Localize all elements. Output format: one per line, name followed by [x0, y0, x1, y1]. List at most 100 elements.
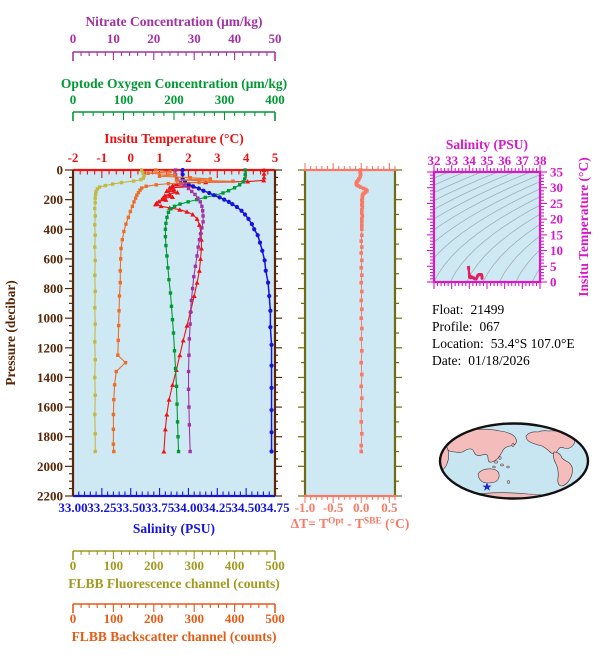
data-point	[136, 190, 141, 195]
temperature-tick-label: 4	[243, 150, 250, 165]
data-point	[360, 194, 365, 198]
data-point	[111, 427, 116, 432]
pressure-tick-label: 1000	[37, 311, 63, 326]
isopycnal-line	[434, 181, 540, 243]
isopycnal-line	[515, 249, 540, 282]
tick-label: 300	[184, 611, 204, 626]
data-point	[161, 449, 167, 454]
data-point	[164, 412, 170, 417]
data-point	[360, 220, 364, 224]
data-point	[261, 167, 267, 172]
data-point	[175, 420, 180, 424]
pressure-tick-label: 400	[44, 222, 64, 237]
data-point	[200, 226, 204, 230]
data-point	[118, 280, 122, 285]
isopycnal-line	[434, 172, 532, 220]
data-point	[203, 195, 208, 200]
data-point	[130, 204, 135, 209]
data-point	[360, 326, 364, 331]
data-point	[359, 266, 364, 270]
data-point	[198, 256, 204, 261]
data-point	[187, 405, 191, 409]
float-info-row: Profile: 067	[432, 318, 575, 335]
tick-label: 10	[107, 31, 120, 46]
island	[499, 463, 505, 467]
tick-label: 100	[104, 611, 124, 626]
data-point	[110, 182, 115, 186]
data-point	[153, 201, 159, 207]
tick-label: 300	[215, 92, 235, 107]
data-point	[269, 363, 274, 368]
data-point	[166, 210, 171, 214]
data-point	[165, 254, 169, 258]
data-point	[184, 209, 190, 214]
data-point	[359, 316, 364, 320]
data-point	[93, 200, 97, 205]
data-point	[186, 200, 190, 204]
data-point	[174, 178, 179, 182]
data-point	[359, 360, 364, 365]
fluorescence-axis-title: FLBB Fluorescence channel (counts)	[68, 576, 280, 591]
profile-label: Profile:	[432, 319, 473, 334]
data-point	[93, 223, 97, 227]
data-point	[360, 372, 364, 377]
data-point	[180, 172, 185, 177]
data-point	[358, 174, 362, 179]
data-point	[176, 449, 181, 454]
data-point	[119, 246, 123, 251]
data-point	[144, 184, 148, 188]
data-point	[265, 280, 271, 285]
data-point	[103, 183, 108, 188]
data-point	[172, 204, 177, 209]
data-point	[360, 200, 365, 205]
isopycnal-line	[434, 172, 483, 194]
data-point	[187, 353, 191, 357]
data-point	[184, 323, 190, 328]
data-point	[243, 177, 247, 181]
data-point	[360, 198, 364, 203]
float-label: Float:	[432, 302, 464, 317]
delta-t-label-pre: ΔT= T	[291, 516, 328, 531]
data-point	[195, 254, 199, 258]
salinity-tick-label: 33.75	[145, 500, 175, 515]
continent-south-america	[553, 451, 573, 487]
delta-t-label-sup1: Opt	[328, 517, 345, 527]
ts-temperature-tick-label: 10	[550, 243, 563, 258]
data-point	[263, 268, 268, 273]
isopycnal-line	[434, 188, 540, 259]
series-fluorescence	[93, 168, 146, 454]
salinity-tick-label: 33.50	[116, 500, 145, 515]
data-point	[359, 251, 364, 255]
data-point	[359, 280, 364, 285]
data-point	[93, 432, 97, 436]
plot-border	[432, 170, 542, 284]
data-point	[475, 277, 478, 280]
series-temperature	[153, 167, 267, 454]
tick-label: 100	[104, 558, 124, 573]
data-point	[188, 449, 192, 454]
data-point	[93, 306, 97, 310]
location-star-marker	[482, 482, 492, 491]
data-point	[194, 280, 200, 285]
data-point	[269, 449, 274, 454]
data-point	[359, 298, 364, 303]
continent-eurasia	[445, 428, 517, 463]
data-point	[174, 181, 180, 187]
data-point	[359, 449, 364, 454]
data-point	[162, 193, 168, 198]
data-point	[178, 180, 183, 185]
float-info-row: Location: 53.4°S 107.0°E	[432, 335, 575, 352]
data-point	[173, 366, 178, 371]
data-point	[168, 291, 173, 295]
data-point	[243, 172, 247, 177]
data-point	[360, 273, 364, 278]
float-info-row: Date: 01/18/2026	[432, 352, 575, 369]
data-point	[97, 185, 102, 189]
data-point	[193, 264, 198, 269]
data-point	[93, 357, 97, 362]
isopycnal-contours	[434, 172, 540, 282]
tick-label: 0	[70, 611, 77, 626]
data-point	[93, 289, 97, 294]
